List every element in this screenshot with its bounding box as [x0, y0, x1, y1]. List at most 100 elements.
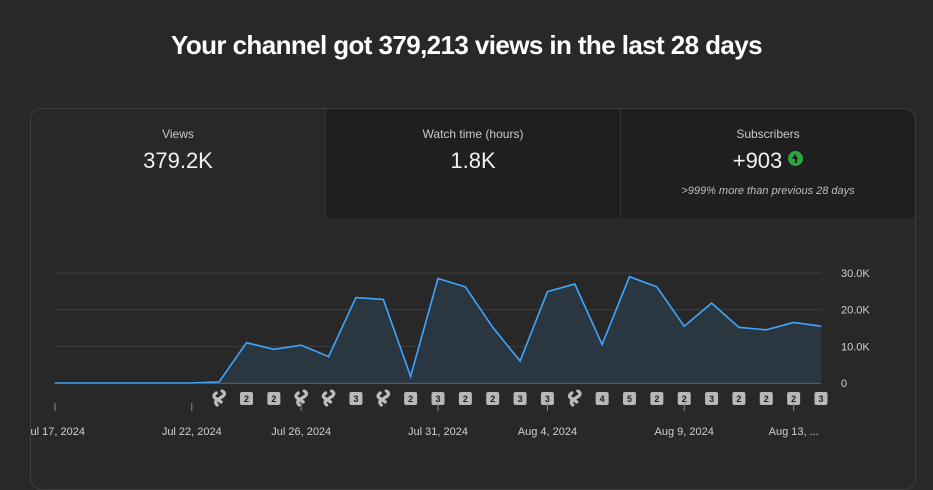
data-point[interactable]	[410, 375, 412, 377]
video-count-marker[interactable]: 4	[595, 392, 609, 405]
shorts-icon	[321, 389, 336, 407]
video-count: 3	[709, 394, 714, 404]
shorts-marker[interactable]	[376, 389, 391, 407]
data-point[interactable]	[574, 283, 576, 285]
y-tick-label: 30.0K	[841, 268, 870, 280]
video-count-marker[interactable]: 2	[240, 392, 253, 405]
video-count-marker[interactable]: 2	[650, 392, 664, 405]
video-count: 3	[545, 394, 550, 404]
data-point[interactable]	[191, 382, 193, 384]
data-point[interactable]	[683, 325, 685, 327]
tab-watch-time[interactable]: Watch time (hours) 1.8K	[325, 109, 620, 218]
video-count-marker[interactable]: 3	[349, 392, 363, 405]
data-point[interactable]	[738, 326, 740, 328]
video-count: 2	[271, 394, 276, 404]
shorts-icon	[294, 389, 309, 407]
video-count: 2	[764, 394, 769, 404]
data-point[interactable]	[546, 291, 548, 293]
data-point[interactable]	[136, 382, 138, 384]
data-point[interactable]	[355, 297, 357, 299]
data-point[interactable]	[163, 382, 165, 384]
data-point[interactable]	[656, 286, 658, 288]
arrow-up-icon	[788, 151, 804, 166]
data-point[interactable]	[218, 381, 220, 383]
tab-subscribers-value-wrap: +903	[621, 148, 915, 174]
x-tick-label: Aug 13, ...	[769, 426, 819, 438]
data-point[interactable]	[820, 325, 822, 327]
data-point[interactable]	[273, 348, 275, 350]
tab-views[interactable]: Views 379.2K	[31, 109, 325, 218]
x-tick-label: Aug 9, 2024	[655, 426, 714, 438]
x-tick-label: Jul 22, 2024	[162, 426, 222, 438]
tab-subscribers[interactable]: Subscribers +903 >999% more than previou…	[620, 109, 915, 218]
data-point[interactable]	[246, 342, 247, 344]
video-count: 4	[600, 394, 605, 404]
y-tick-label: 20.0K	[841, 305, 870, 317]
views-area	[55, 276, 821, 383]
x-tick-label: Aug 4, 2024	[518, 426, 577, 438]
video-count: 2	[490, 394, 495, 404]
data-point[interactable]	[601, 344, 603, 345]
x-tick-label: Jul 17, 2024	[31, 426, 85, 438]
video-count-marker[interactable]: 2	[787, 392, 801, 405]
video-count-marker[interactable]: 3	[814, 392, 828, 405]
video-count: 3	[353, 394, 358, 404]
data-point[interactable]	[492, 326, 494, 328]
tab-subscribers-value: +903	[732, 148, 783, 173]
shorts-icon	[376, 389, 391, 407]
video-count-marker[interactable]: 3	[705, 392, 719, 405]
data-point[interactable]	[328, 356, 330, 358]
video-count-marker[interactable]: 3	[540, 392, 554, 405]
video-count: 2	[791, 394, 796, 404]
video-count: 2	[408, 394, 413, 404]
video-count-marker[interactable]: 2	[486, 392, 500, 405]
shorts-marker[interactable]	[321, 389, 336, 407]
video-count: 3	[518, 394, 523, 404]
data-point[interactable]	[519, 360, 521, 362]
video-count-marker[interactable]: 3	[513, 392, 527, 405]
x-tick-label: Jul 31, 2024	[408, 426, 468, 438]
video-count-marker[interactable]: 2	[732, 392, 746, 405]
video-count-marker[interactable]: 2	[677, 392, 691, 405]
video-count: 2	[463, 394, 468, 404]
video-count-marker[interactable]: 2	[759, 392, 773, 405]
data-point[interactable]	[437, 278, 439, 279]
shorts-marker[interactable]	[212, 389, 227, 407]
tab-watch-time-value: 1.8K	[450, 148, 496, 173]
data-point[interactable]	[109, 382, 111, 384]
video-count: 3	[818, 394, 823, 404]
video-count: 2	[244, 394, 249, 404]
y-tick-label: 0	[841, 378, 847, 390]
tab-views-label: Views	[162, 127, 194, 141]
video-count-marker[interactable]: 2	[458, 392, 472, 405]
data-point[interactable]	[81, 382, 83, 384]
tab-watch-time-label: Watch time (hours)	[422, 127, 524, 141]
data-point[interactable]	[464, 286, 466, 288]
data-point[interactable]	[711, 302, 713, 304]
data-point[interactable]	[629, 276, 630, 278]
video-count-marker[interactable]: 5	[623, 392, 636, 405]
video-count-marker[interactable]: 2	[404, 392, 418, 405]
x-tick-label: Jul 26, 2024	[271, 426, 331, 438]
y-tick-label: 10.0K	[841, 341, 870, 353]
views-chart: 2 2 3 2 3 2 2 3 3 4 5 2 2 3 2 2 2 3 0 10.0K 20.0K 30.0K Jul …	[31, 268, 870, 438]
data-point[interactable]	[793, 322, 795, 323]
shorts-icon	[212, 389, 227, 407]
data-point[interactable]	[382, 298, 384, 300]
data-point[interactable]	[300, 344, 302, 346]
video-count: 2	[682, 394, 687, 404]
video-count: 5	[627, 394, 632, 404]
video-count-marker[interactable]: 2	[267, 392, 281, 405]
video-count-marker[interactable]: 3	[431, 392, 445, 405]
data-point[interactable]	[54, 382, 56, 384]
shorts-marker[interactable]	[294, 389, 309, 407]
tab-views-value: 379.2K	[143, 148, 213, 173]
shorts-icon	[567, 389, 582, 407]
page-headline: Your channel got 379,213 views in the la…	[171, 30, 762, 60]
shorts-marker[interactable]	[567, 389, 582, 407]
metric-tabs: Views 379.2K Watch time (hours) 1.8K Sub…	[31, 109, 915, 218]
tab-subscribers-label: Subscribers	[736, 127, 800, 141]
data-point[interactable]	[765, 329, 767, 331]
video-count: 3	[435, 394, 440, 404]
analytics-card: Views 379.2K Watch time (hours) 1.8K Sub…	[30, 108, 916, 490]
